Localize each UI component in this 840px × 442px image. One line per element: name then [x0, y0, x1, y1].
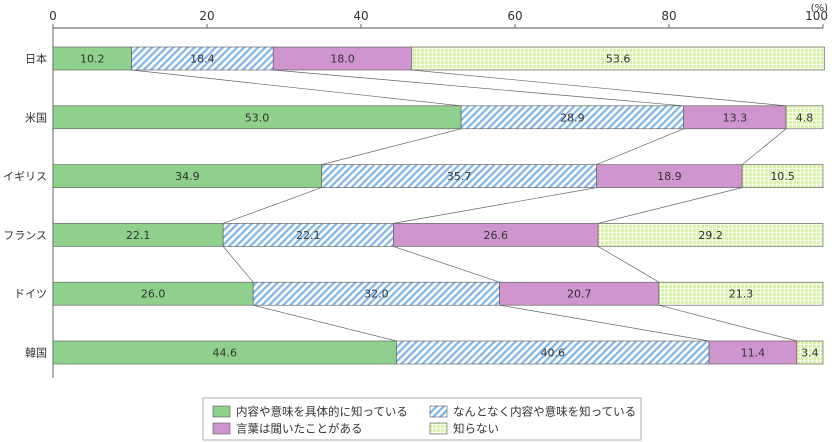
value-label: 32.0	[364, 288, 389, 301]
legend-item-2: なんとなく内容や意味を知っている	[429, 405, 636, 419]
connector-line	[658, 304, 797, 342]
connector-line	[411, 69, 787, 107]
category-label: フランス	[3, 229, 47, 242]
legend-label-4: 知らない	[453, 422, 499, 436]
category-label: 日本	[25, 52, 47, 66]
value-label: 18.0	[330, 53, 355, 66]
unit-label: (%)	[811, 3, 828, 14]
legend-swatch-1	[212, 405, 231, 418]
value-label: 28.9	[560, 111, 585, 124]
connector-line	[741, 128, 787, 165]
value-label: 44.6	[212, 347, 237, 360]
value-label: 11.4	[741, 347, 766, 360]
bar-segment	[741, 164, 824, 188]
connector-line	[131, 69, 462, 107]
x-tick-label: 100	[805, 9, 828, 23]
bar-segment	[785, 105, 824, 130]
connector-line	[321, 128, 462, 165]
value-label: 3.4	[801, 347, 819, 360]
category-label: 米国	[25, 111, 47, 124]
connector-line	[223, 187, 322, 224]
connector-line	[596, 128, 684, 165]
legend-frame	[202, 397, 642, 441]
connector-line	[222, 246, 254, 283]
legend-label-2: なんとなく内容や意味を知っている	[453, 405, 636, 419]
category-label: ドイツ	[14, 288, 47, 301]
value-label: 18.4	[190, 53, 215, 66]
legend-swatch-3	[212, 422, 231, 435]
value-label: 10.2	[80, 53, 105, 66]
legend-item-1: 内容や意味を具体的に知っている	[212, 405, 408, 419]
category-label: イギリス	[3, 170, 47, 183]
x-tick-label: 0	[49, 9, 57, 23]
value-label: 29.2	[698, 229, 723, 242]
value-label: 10.5	[770, 170, 795, 183]
bar-segment	[411, 46, 825, 71]
connector-line	[393, 246, 500, 283]
value-label: 53.6	[606, 53, 631, 66]
value-label: 35.7	[447, 170, 472, 183]
connector-line	[597, 246, 660, 283]
category-label: 韓国	[25, 347, 47, 360]
bars	[52, 46, 825, 365]
legend-label-1: 内容や意味を具体的に知っている	[236, 405, 408, 419]
value-label: 13.3	[723, 111, 748, 124]
legend-swatch-2	[429, 405, 448, 418]
legend-swatch-4	[429, 422, 448, 435]
x-tick-label: 40	[353, 9, 368, 23]
connector-line	[253, 304, 397, 342]
legend-label-3: 言葉は聞いたことがある	[236, 422, 363, 436]
value-label: 53.0	[245, 111, 270, 124]
value-label: 26.0	[141, 288, 166, 301]
connector-line	[393, 187, 597, 224]
x-tick-label: 80	[661, 9, 676, 23]
bar-segment	[796, 340, 824, 365]
bar-segment	[658, 281, 824, 306]
x-tick-label: 20	[199, 9, 214, 23]
value-label: 40.6	[540, 347, 565, 360]
bar-segment	[597, 223, 824, 247]
legend: 内容や意味を具体的に知っている なんとなく内容や意味を知っている 言葉は聞いたこ…	[202, 397, 642, 441]
value-label: 22.1	[126, 229, 151, 242]
x-axis: 0 20 40 60 80 100	[49, 9, 828, 378]
connector-line	[273, 69, 684, 107]
value-label: 21.3	[729, 288, 754, 301]
legend-item-3: 言葉は聞いたことがある	[212, 422, 363, 436]
value-label: 34.9	[175, 170, 200, 183]
connector-lines	[131, 69, 797, 342]
x-tick-label: 60	[507, 9, 522, 23]
value-label: 22.1	[296, 229, 321, 242]
connector-line	[598, 187, 743, 224]
legend-item-4: 知らない	[429, 422, 499, 436]
value-label: 4.8	[796, 111, 814, 124]
value-label: 18.9	[657, 170, 682, 183]
connector-line	[499, 304, 710, 342]
value-labels: 10.2 18.4 18.0 53.6 53.0 28.9 13.3 4.8 34.9 35.7 1…	[80, 53, 819, 360]
value-label: 20.7	[567, 288, 592, 301]
value-label: 26.6	[484, 229, 509, 242]
